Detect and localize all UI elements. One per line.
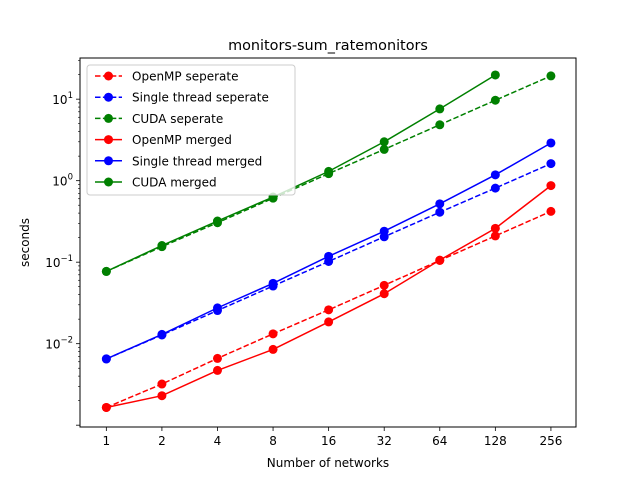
legend-label: CUDA merged — [132, 176, 217, 190]
data-point — [435, 255, 445, 265]
x-tick-label: 256 — [539, 434, 562, 448]
data-point — [546, 71, 556, 81]
y-tick-label: 101 — [52, 91, 73, 107]
data-point — [490, 170, 500, 180]
legend-entry: Single thread merged — [95, 154, 262, 168]
y-tick-label: 10−2 — [45, 336, 73, 352]
data-point — [490, 70, 500, 80]
series-line — [106, 162, 552, 360]
legend-entry: OpenMP seperate — [95, 70, 238, 84]
data-point — [490, 223, 500, 233]
series-line — [106, 74, 496, 273]
x-tick-label: 64 — [432, 434, 447, 448]
legend-marker — [104, 156, 113, 166]
data-point — [212, 365, 222, 375]
data-point — [435, 207, 445, 217]
data-point — [379, 144, 389, 154]
data-point — [379, 289, 389, 299]
data-point — [101, 266, 111, 276]
data-point — [546, 206, 556, 216]
y-tick-label: 100 — [52, 173, 73, 189]
x-axis-ticks: 1 2 4 8 16 32 64 128 256 — [103, 427, 562, 448]
x-tick-label: 1 — [103, 434, 111, 448]
legend-box — [86, 64, 296, 196]
chart-title: monitors-sum_ratemonitors — [228, 38, 428, 54]
legend-entry: OpenMP merged — [95, 133, 232, 147]
data-point — [157, 379, 167, 389]
data-point — [490, 95, 500, 105]
legend-entry: CUDA seperate — [95, 112, 223, 126]
data-point — [379, 137, 389, 147]
data-point — [435, 104, 445, 114]
data-point — [268, 344, 278, 354]
data-point — [546, 159, 556, 169]
data-point — [435, 120, 445, 130]
data-point — [546, 138, 556, 148]
legend-entry: Single thread seperate — [95, 91, 269, 105]
data-point — [324, 305, 334, 315]
x-tick-label: 32 — [377, 434, 392, 448]
data-point — [212, 353, 222, 363]
legend-label: OpenMP seperate — [132, 70, 238, 84]
x-axis-label: Number of networks — [267, 456, 389, 470]
data-point — [101, 354, 111, 364]
data-point — [268, 329, 278, 339]
x-tick-label: 2 — [158, 434, 166, 448]
x-tick-label: 128 — [484, 434, 507, 448]
series-3 — [101, 181, 556, 412]
x-tick-label: 4 — [214, 434, 222, 448]
data-point — [101, 402, 111, 412]
series-5 — [101, 70, 500, 276]
data-point — [490, 231, 500, 241]
legend-marker — [104, 113, 113, 123]
data-point — [324, 317, 334, 327]
legend-label: CUDA seperate — [132, 112, 223, 126]
series-4 — [101, 138, 556, 364]
legend-entry: CUDA merged — [95, 176, 217, 190]
legend-marker — [104, 92, 113, 102]
x-tick-label: 16 — [321, 434, 336, 448]
data-point — [324, 166, 334, 176]
data-point — [212, 303, 222, 313]
data-point — [157, 329, 167, 339]
data-point — [435, 199, 445, 209]
y-tick-label: 10−1 — [45, 254, 73, 270]
data-point — [379, 280, 389, 290]
data-point — [490, 183, 500, 193]
data-point — [546, 181, 556, 191]
series-line — [106, 210, 552, 409]
x-tick-label: 8 — [269, 434, 277, 448]
data-point — [379, 226, 389, 236]
data-point — [157, 241, 167, 251]
data-point — [157, 391, 167, 401]
legend-label: Single thread seperate — [132, 91, 269, 105]
legend-label: OpenMP merged — [132, 133, 232, 147]
legend-marker — [104, 71, 113, 81]
legend-marker — [104, 135, 113, 145]
legend-label: Single thread merged — [132, 154, 262, 168]
plot-frame — [79, 57, 577, 428]
series-line — [106, 75, 552, 273]
data-point — [212, 216, 222, 226]
y-axis-label: seconds — [18, 218, 32, 267]
legend-marker — [104, 177, 113, 187]
series-layer — [101, 70, 556, 412]
data-point — [324, 251, 334, 261]
data-point — [268, 278, 278, 288]
legend: OpenMP seperate Single thread seperate CUD… — [86, 64, 296, 196]
